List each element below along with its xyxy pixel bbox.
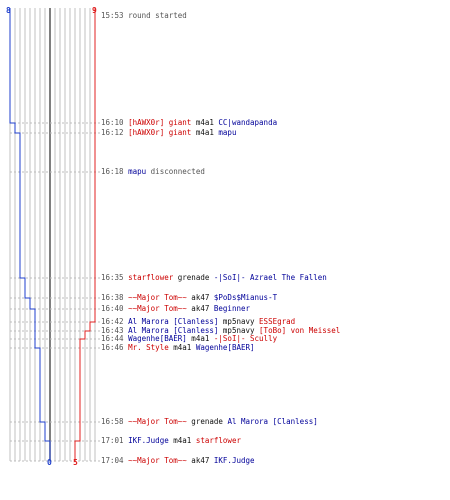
event-text: m4a1 [195,128,214,137]
event-text: starflower [128,273,174,282]
event-text: grenade [186,417,228,426]
event-text: grenade [173,273,214,282]
event-row: 16:43 Al Marora [Clanless] mp5navy [ToBo… [101,326,340,335]
event-time: 17:04 [101,456,129,465]
event-row: 16:12 [hAWX0r] giant m4a1 mapu [101,128,236,137]
event-time: 16:46 [101,343,129,352]
event-text: Wagenhe[BAER] [128,334,187,343]
event-row: 16:10 [hAWX0r] giant m4a1 CC|wandapanda [101,118,277,127]
event-row: 16:40 ~~Major Tom~~ ak47 Beginner [101,304,250,313]
event-text: m4a1 [168,343,196,352]
blue-start-count: 8 [6,6,11,15]
event-time: 16:44 [101,334,129,343]
event-text: Wagenhe[BAER] [195,343,255,352]
event-text: Al Marora [Clanless] [128,326,219,335]
event-row: 16:46 Mr. Style m4a1 Wagenhe[BAER] [101,343,255,352]
event-text: Al Marora [Clanless] [227,417,318,426]
blue-team-alive-line [9,8,51,461]
event-text: disconnected [146,167,205,176]
event-text: giant [164,118,196,127]
event-text: IKF.Judge [213,456,255,465]
event-text: IKF.Judge [128,436,169,445]
timeline-grid [9,8,96,461]
event-text: ESSEgrad [259,317,296,326]
event-text: mapu [128,167,147,176]
event-row: 17:04 ~~Major Tom~~ ak47 IKF.Judge [101,456,255,465]
event-row: 16:35 starflower grenade -|SoI|- Azrael … [101,273,327,282]
event-text: [hAWX0r] [128,118,165,127]
event-text: ak47 [186,293,214,302]
event-text: round started [128,11,187,20]
event-text: [hAWX0r] [128,128,165,137]
event-guide-lines [10,122,100,462]
event-row: 17:01 IKF.Judge m4a1 starflower [101,436,241,445]
event-time: 16:35 [101,273,129,282]
event-text: CC|wandapanda [213,118,278,127]
event-text: giant [164,128,196,137]
event-row: 16:38 ~~Major Tom~~ ak47 $PoDs$Mianus-T [101,293,277,302]
event-text: ~~Major Tom~~ [128,456,187,465]
event-time: 16:38 [101,293,129,302]
event-text: ak47 [186,456,214,465]
event-row: 16:18 mapu disconnected [101,167,205,176]
event-time: 16:43 [101,326,129,335]
event-text: -|SoI|- Azrael The Fallen [213,273,327,282]
event-time: 16:40 [101,304,129,313]
event-text: ~~Major Tom~~ [128,304,187,313]
event-text: starflower [195,436,241,445]
event-row: 16:44 Wagenhe[BAER] m4a1 -|SoI|- Scully [101,334,277,343]
event-text: Al Marora [Clanless] [128,317,219,326]
event-text: Mr. Style [128,343,169,352]
event-text: ~~Major Tom~~ [128,293,187,302]
event-text: [ToBo] von Meissel [259,326,341,335]
event-time: 16:58 [101,417,129,426]
event-text: $PoDs$Mianus-T [213,293,278,302]
event-text: m4a1 [186,334,214,343]
event-text: ~~Major Tom~~ [128,417,187,426]
event-time: 16:18 [101,167,129,176]
event-row: 16:42 Al Marora [Clanless] mp5navy ESSEg… [101,317,295,326]
event-text: m4a1 [195,118,214,127]
red-end-count: 5 [73,458,78,467]
event-time: 17:01 [101,436,129,445]
event-time: 16:10 [101,118,129,127]
event-time: 16:12 [101,128,129,137]
event-row: 15:53 round started [101,11,187,20]
event-time: 16:42 [101,317,129,326]
event-text: ak47 [186,304,214,313]
event-text: -|SoI|- Scully [213,334,278,343]
event-text: m4a1 [168,436,196,445]
red-team-alive-line [74,8,96,461]
event-text: mp5navy [218,326,260,335]
event-text: mapu [213,128,237,137]
event-text: Beginner [213,304,251,313]
red-start-count: 9 [92,6,97,15]
event-row: 16:58 ~~Major Tom~~ grenade Al Marora [C… [101,417,318,426]
event-time: 15:53 [101,11,129,20]
blue-end-count: 0 [47,458,52,467]
event-text: mp5navy [218,317,260,326]
